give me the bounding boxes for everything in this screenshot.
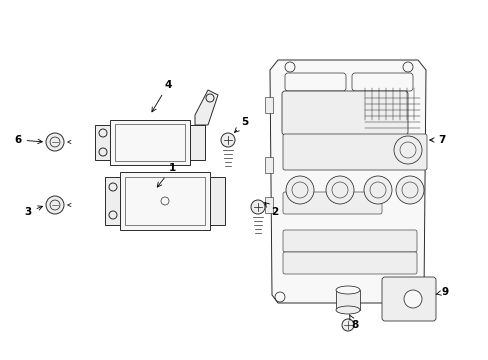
Text: 1: 1 — [157, 163, 175, 187]
Bar — [120, 172, 209, 230]
Text: 3: 3 — [24, 206, 42, 217]
Text: 7: 7 — [429, 135, 445, 145]
FancyBboxPatch shape — [283, 134, 426, 170]
Bar — [264, 157, 272, 173]
Circle shape — [46, 133, 64, 151]
Circle shape — [221, 133, 235, 147]
Polygon shape — [269, 60, 425, 303]
Ellipse shape — [335, 306, 359, 314]
Circle shape — [250, 200, 264, 214]
Polygon shape — [105, 177, 120, 225]
FancyBboxPatch shape — [282, 91, 407, 135]
Text: 9: 9 — [435, 287, 447, 297]
Circle shape — [395, 176, 423, 204]
Circle shape — [393, 136, 421, 164]
Text: 2: 2 — [264, 203, 278, 217]
Polygon shape — [195, 90, 218, 125]
Polygon shape — [209, 177, 224, 225]
Circle shape — [403, 290, 421, 308]
Bar — [264, 197, 272, 213]
FancyBboxPatch shape — [283, 230, 416, 252]
Bar — [110, 120, 190, 165]
Text: 6: 6 — [14, 135, 42, 145]
Circle shape — [363, 176, 391, 204]
Circle shape — [341, 319, 353, 331]
Ellipse shape — [335, 286, 359, 294]
FancyBboxPatch shape — [381, 277, 435, 321]
Bar — [264, 97, 272, 113]
Polygon shape — [190, 125, 204, 160]
Text: 8: 8 — [349, 315, 358, 330]
FancyBboxPatch shape — [283, 192, 381, 214]
Text: 4: 4 — [152, 80, 171, 112]
Bar — [335, 290, 359, 310]
Circle shape — [325, 176, 353, 204]
Text: 5: 5 — [234, 117, 248, 132]
Circle shape — [285, 176, 313, 204]
Bar — [115, 124, 184, 161]
Bar — [125, 177, 204, 225]
FancyBboxPatch shape — [283, 252, 416, 274]
Circle shape — [46, 196, 64, 214]
Polygon shape — [95, 125, 110, 160]
